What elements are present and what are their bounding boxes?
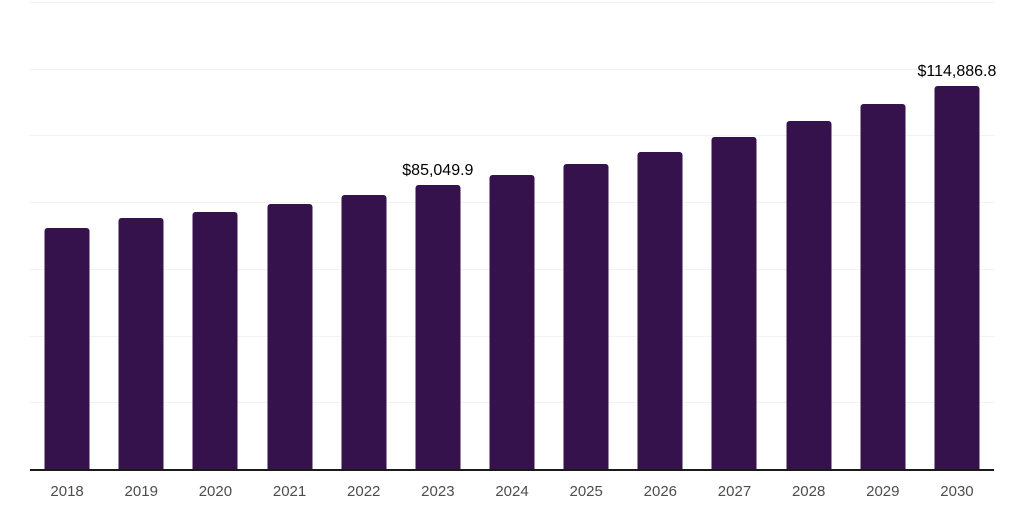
bar-2029[interactable]: [860, 104, 906, 469]
x-tick-2018: 2018: [50, 483, 84, 500]
bar-column-2018: [30, 2, 104, 469]
plot-area: $85,049.9 $114,886.8: [30, 2, 997, 471]
bar-column-2022: [327, 2, 401, 469]
bar-column-2030: $114,886.8: [917, 2, 997, 469]
x-tick-2030: 2030: [940, 483, 974, 500]
x-tick-2026: 2026: [643, 483, 678, 500]
bar-column-2019: [104, 2, 178, 469]
bar-2018[interactable]: [44, 227, 90, 469]
x-axis-labels: 2018 2019 2020 2021 2022 2023 2024 2025 2026 2027…: [30, 483, 994, 500]
bar-2020[interactable]: [192, 211, 238, 469]
bar-column-2029: [846, 2, 920, 469]
x-tick-2021: 2021: [272, 483, 307, 500]
bar-2019[interactable]: [118, 218, 164, 469]
bar-2025[interactable]: [563, 164, 609, 469]
bar-2026[interactable]: [637, 151, 683, 469]
x-tick-2022: 2022: [347, 483, 381, 500]
x-tick-2024: 2024: [495, 483, 529, 500]
bar-column-2028: [772, 2, 846, 469]
gridline: [30, 2, 994, 3]
x-tick-2027: 2027: [717, 483, 752, 500]
bar-column-2023: $85,049.9: [401, 2, 475, 469]
bar-2021[interactable]: [267, 203, 313, 469]
bar-2028[interactable]: [786, 121, 832, 469]
bar-2030[interactable]: [934, 85, 980, 469]
bar-column-2027: [697, 2, 771, 469]
gridline: [30, 68, 994, 70]
x-tick-2028: 2028: [791, 483, 826, 500]
data-label-2023: $85,049.9: [402, 162, 474, 180]
bar-2023[interactable]: [415, 185, 461, 469]
x-tick-2020: 2020: [198, 483, 233, 500]
bar-column-2024: [475, 2, 549, 469]
bar-column-2025: [549, 2, 623, 469]
bar-column-2021: [252, 2, 326, 469]
x-tick-2029: 2029: [866, 483, 900, 500]
bar-2024[interactable]: [489, 175, 535, 469]
bars: $85,049.9 $114,886.8: [30, 2, 997, 469]
bar-column-2026: [623, 2, 697, 469]
x-tick-2025: 2025: [569, 483, 603, 500]
bar-column-2020: [178, 2, 252, 469]
data-label-2030: $114,886.8: [917, 62, 997, 80]
x-tick-2023: 2023: [421, 483, 455, 500]
bar-2022[interactable]: [341, 194, 387, 469]
bar-2027[interactable]: [711, 136, 757, 469]
gridline: [30, 135, 994, 137]
x-tick-2019: 2019: [124, 483, 158, 500]
